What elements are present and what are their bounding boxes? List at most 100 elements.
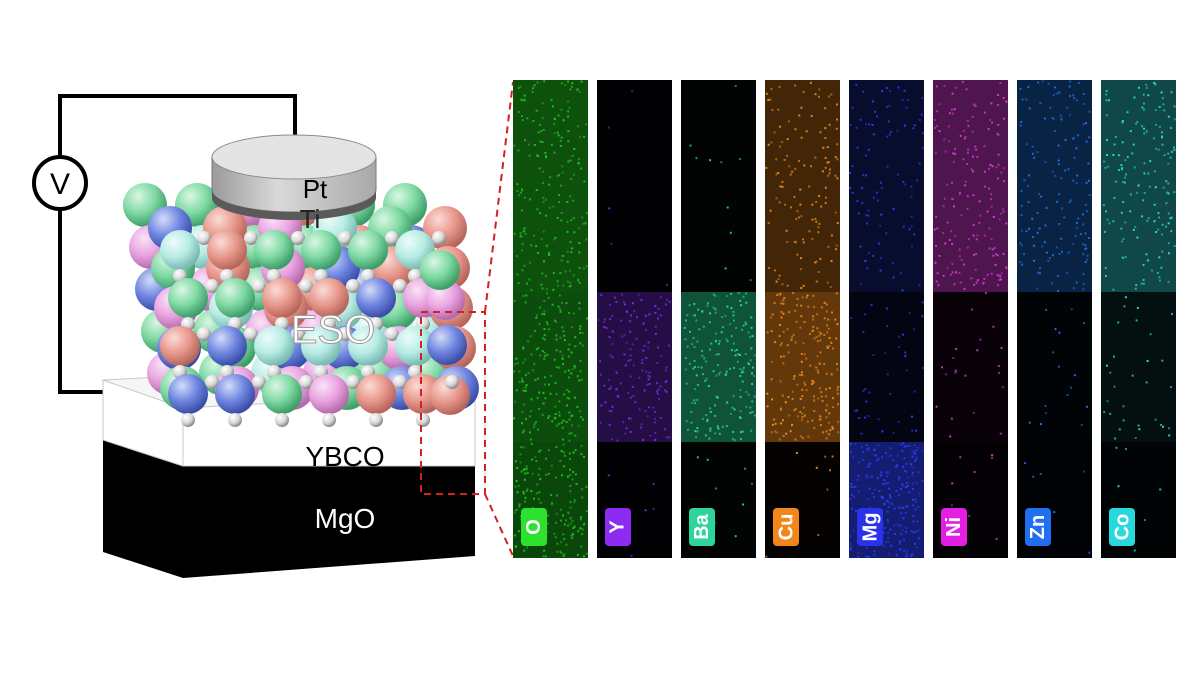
oxygen-atom (228, 413, 242, 427)
eso-label: ESO (291, 308, 375, 352)
element-symbol: Zn (1027, 514, 1049, 540)
electrode-top (211, 134, 377, 180)
substrate-front (183, 466, 475, 578)
element-label-badge: Cu (773, 508, 799, 546)
oxygen-atom (445, 375, 459, 389)
oxygen-atom (197, 327, 211, 341)
element-symbol: O (523, 519, 545, 535)
eds-map-image (933, 80, 1008, 540)
atom-sphere (207, 326, 247, 366)
atom-sphere (420, 250, 460, 290)
electrode-ti-band (212, 190, 376, 220)
oxygen-atom (275, 413, 289, 427)
eds-map-image (1101, 80, 1176, 552)
substrate-block (103, 440, 183, 578)
oxygen-atom (205, 375, 219, 389)
eds-map-co: Co (1101, 80, 1176, 558)
oxygen-atom (252, 375, 266, 389)
element-label-badge: Co (1109, 508, 1135, 546)
atom-sphere (356, 278, 396, 318)
element-label-badge: Mg (857, 508, 883, 546)
element-label-badge: Zn (1025, 508, 1051, 546)
atom-sphere (160, 230, 200, 270)
element-symbol: Co (1111, 513, 1134, 541)
oxygen-atom (252, 279, 266, 293)
eds-map-image (597, 90, 672, 557)
oxygen-atom (299, 279, 313, 293)
element-label-badge: O (521, 508, 547, 546)
atom-sphere (262, 278, 302, 318)
oxygen-atom (291, 327, 305, 341)
atom-sphere (348, 230, 388, 270)
ybco-label: YBCO (305, 441, 384, 472)
eds-map-ni: Ni (933, 80, 1008, 558)
eds-map-mg: Mg (849, 80, 924, 558)
atom-sphere (262, 374, 302, 414)
eds-map-image (513, 80, 588, 558)
voltmeter-label: V (50, 168, 70, 201)
atom-sphere (430, 375, 470, 415)
atom-sphere (356, 374, 396, 414)
oxygen-atom (205, 279, 219, 293)
atom-sphere (168, 374, 208, 414)
atom-sphere (168, 278, 208, 318)
oxygen-atom (416, 413, 430, 427)
element-symbol: Ba (690, 514, 713, 540)
atom-sphere (309, 278, 349, 318)
circuit-wire (58, 94, 297, 157)
atom-sphere (160, 326, 200, 366)
eds-map-cu: Cu (765, 80, 840, 558)
atom-sphere (301, 326, 341, 366)
substrate-label: MgO (315, 503, 376, 534)
voltmeter-icon (32, 155, 88, 211)
oxygen-atom (291, 231, 305, 245)
oxygen-atom (385, 231, 399, 245)
atom-sphere (215, 374, 255, 414)
eds-map-y: Y (597, 80, 672, 558)
element-symbol: Mg (859, 512, 882, 542)
oxygen-atom (393, 375, 407, 389)
eso-lattice (123, 183, 479, 427)
atom-sphere (425, 280, 465, 320)
element-label-badge: Y (605, 508, 631, 546)
element-label-badge: Ni (941, 508, 967, 546)
atom-sphere (301, 230, 341, 270)
atom-sphere (427, 325, 467, 365)
atom-sphere (395, 326, 435, 366)
oxygen-atom (322, 413, 336, 427)
oxygen-atom (338, 327, 352, 341)
element-symbol: Cu (775, 513, 798, 541)
oxygen-atom (181, 413, 195, 427)
eds-map-o: O (513, 80, 588, 558)
oxygen-atom (244, 327, 258, 341)
atom-sphere (215, 278, 255, 318)
atom-sphere (309, 374, 349, 414)
oxygen-atom (346, 279, 360, 293)
eds-map-image (765, 80, 840, 558)
selection-box (420, 311, 486, 495)
oxygen-atom (432, 231, 446, 245)
oxygen-atom (197, 231, 211, 245)
electrode-pt-label: Pt (303, 174, 328, 204)
oxygen-atom (244, 231, 258, 245)
zoom-line-top (484, 81, 514, 313)
eds-map-image (681, 84, 756, 538)
oxygen-atom (385, 327, 399, 341)
eds-map-image (849, 80, 924, 558)
element-symbol: Ni (943, 517, 965, 537)
oxygen-atom (393, 279, 407, 293)
electrode-ti-label: Ti (300, 204, 321, 234)
oxygen-atom (346, 375, 360, 389)
atom-sphere (207, 230, 247, 270)
eds-map-image (1017, 80, 1092, 554)
circuit-wire-lower (58, 209, 108, 394)
eds-map-zn: Zn (1017, 80, 1092, 558)
atom-sphere (254, 326, 294, 366)
element-symbol: Y (607, 520, 629, 534)
oxygen-atom (338, 231, 352, 245)
atom-sphere (254, 230, 294, 270)
oxygen-atom (299, 375, 313, 389)
atom-sphere (348, 326, 388, 366)
